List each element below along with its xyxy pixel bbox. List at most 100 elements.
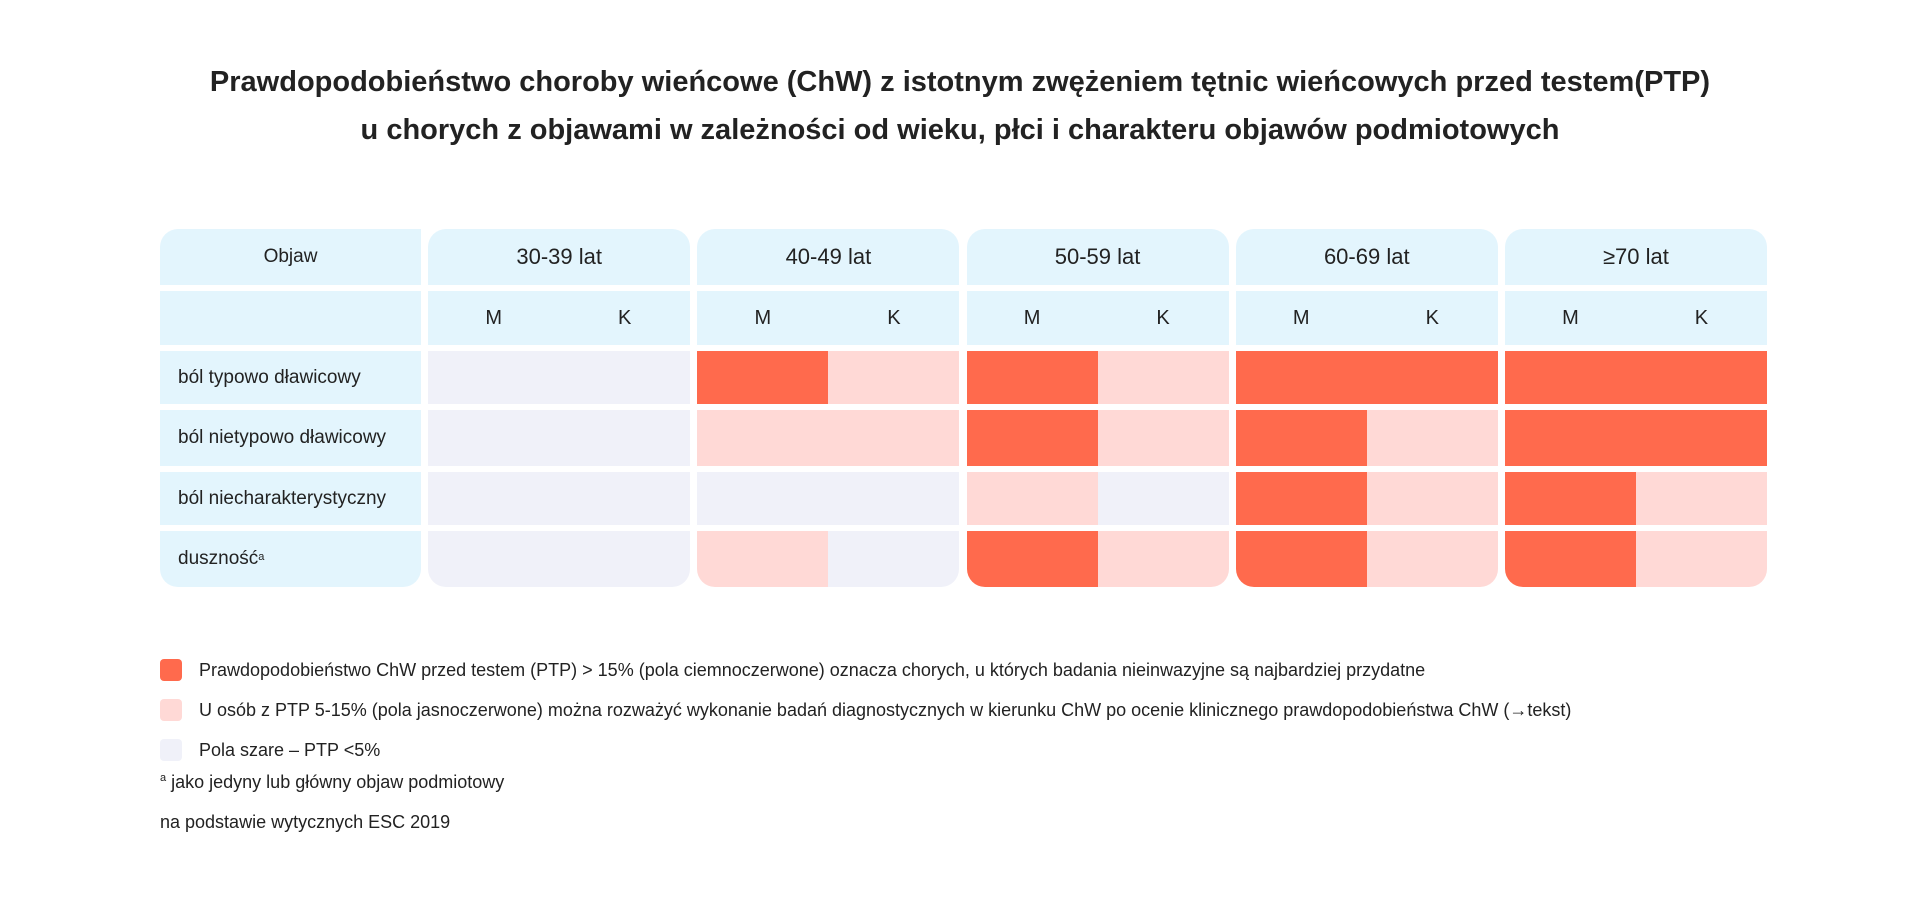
heatmap-cell-k [1097,351,1229,404]
heatmap-cell-m [966,531,1098,587]
age-group-header: 40-49 lat [697,229,960,285]
sex-label: K [1156,306,1170,329]
heatmap-cell-pair [697,351,960,404]
sex-label: M [1562,306,1579,329]
heatmap-cell-m [1504,472,1636,525]
heatmap-cell-m [697,410,829,466]
symptom-label-text: duszność [178,548,259,569]
heatmap-cell-m [1504,531,1636,587]
symptom-label: ból typowo dławicowy [160,351,421,404]
heatmap-cell-pair [1235,531,1498,587]
symptom-label-text: ból nietypowo dławicowy [178,427,387,448]
heatmap-cell-pair [1504,472,1767,525]
age-group-header: 30-39 lat [428,229,691,285]
chart-title-line-2: u chorych z objawami w zależności od wie… [360,114,1560,146]
heatmap-cell-pair [428,472,691,525]
heatmap-cell-m [966,472,1098,525]
symptom-label-text: ból niecharakterystyczny [178,487,387,509]
heatmap-cell-m [428,472,560,525]
sex-label: K [1425,306,1439,329]
heatmap-cell-k [828,410,960,466]
symptom-label-text: ból typowo dławicowy [178,366,361,388]
heatmap-cell-pair [697,410,960,466]
footnote: a jako jedyny lub główny objaw podmiotow… [160,772,504,793]
heatmap-cell-m [966,351,1098,404]
heatmap-cell-k [559,351,691,404]
heatmap-cell-pair [428,351,691,404]
sex-label: M [754,306,772,329]
heatmap-cell-m [697,351,829,404]
heatmap-cell-m [1504,410,1636,466]
sex-label: K [887,306,901,329]
heatmap-cell-m [428,351,560,404]
heatmap-cell-pair [966,351,1229,404]
heatmap-cell-k [559,410,691,466]
heatmap-cell-k [1635,351,1767,404]
heatmap-cell-k [1635,410,1767,466]
symptom-label: ból niecharakterystyczny [160,472,421,525]
sex-label: K [1694,306,1709,329]
heatmap-cell-m [1235,472,1367,525]
legend-swatch [160,659,182,681]
footnote-text: jako jedyny lub główny objaw podmiotowy [166,772,505,792]
heatmap-cell-pair [1504,531,1767,587]
heatmap-cell-k [1366,351,1498,404]
heatmap-cell-k [1097,410,1229,466]
heatmap-cell-k [559,531,691,587]
heatmap-cell-k [1635,472,1767,525]
legend-text: U osób z PTP 5-15% (pola jasnoczerwone) … [199,699,1572,720]
heatmap-cell-pair [1235,410,1498,466]
legend-text: Pola szare – PTP <5% [199,739,381,760]
legend-item: Prawdopodobieństwo ChW przed testem (PTP… [160,650,1571,690]
legend: Prawdopodobieństwo ChW przed testem (PTP… [160,650,1571,770]
symptom-label: ból nietypowo dławicowy [160,410,421,466]
heatmap-cell-m [697,531,829,587]
heatmap-cell-m [428,531,560,587]
heatmap-cell-pair [966,410,1229,466]
heatmap-cell-m [697,472,829,525]
heatmap-cell-k [828,531,960,587]
symptom-label: duszność a [160,531,421,587]
heatmap-cell-k [1635,531,1767,587]
heatmap-cell-m [1235,531,1367,587]
heatmap-cell-pair [697,531,960,587]
sex-label: M [485,306,503,329]
legend-swatch [160,699,182,721]
heatmap-cell-k [1097,472,1229,525]
heatmap-cell-k [1366,410,1498,466]
legend-item: U osób z PTP 5-15% (pola jasnoczerwone) … [160,690,1571,730]
heatmap-cell-m [1235,410,1367,466]
heatmap-cell-m [428,410,560,466]
sex-label: K [618,306,632,329]
legend-item: Pola szare – PTP <5% [160,730,1571,770]
heatmap-cell-pair [1235,472,1498,525]
heatmap-cell-k [1366,531,1498,587]
heatmap-cell-k [1097,531,1229,587]
symptom-header: Objaw [160,229,421,285]
source-note: na podstawie wytycznych ESC 2019 [160,812,451,832]
heatmap-cell-k [828,351,960,404]
heatmap-cell-pair [428,531,691,587]
heatmap-cell-m [1504,351,1636,404]
heatmap-cell-k [828,472,960,525]
heatmap-cell-pair [966,472,1229,525]
heatmap-cell-pair [1504,410,1767,466]
footnote-marker: a [160,772,167,784]
heatmap-cell-k [559,472,691,525]
heatmap-cell-pair [697,472,960,525]
legend-swatch [160,739,182,761]
heatmap-cell-k [1366,472,1498,525]
footnote-marker: a [258,551,265,563]
heatmap-cell-pair [1504,351,1767,404]
sex-label: M [1023,306,1041,329]
age-group-header: 60-69 lat [1235,229,1498,285]
chart-title: Prawdopodobieństwo choroby wieńcowe (ChW… [0,58,1920,154]
chart-title-line-1: Prawdopodobieństwo choroby wieńcowe (ChW… [209,66,1711,98]
heatmap-cell-pair [1235,351,1498,404]
ptp-heatmap-table: Objaw 30-39 lat 40-49 lat 50-59 lat 60-69 la… [160,229,1768,587]
heatmap-cell-pair [966,531,1229,587]
